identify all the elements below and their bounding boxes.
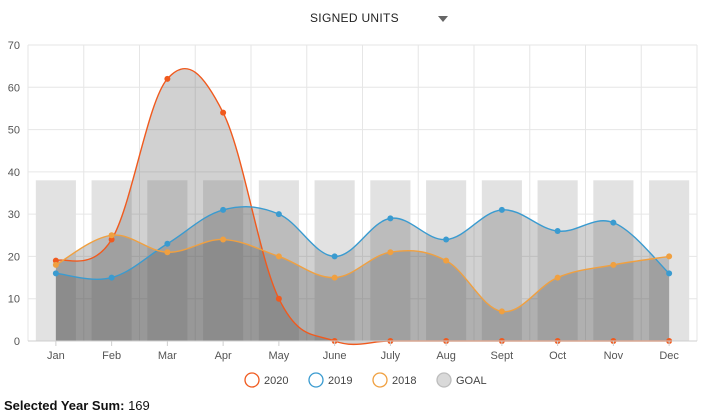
data-point-2020 (108, 236, 115, 243)
chevron-down-icon (438, 16, 448, 22)
legend-swatch (308, 372, 324, 388)
data-point-2019 (220, 206, 227, 213)
y-tick-label: 30 (8, 209, 20, 221)
x-tick-label: Dec (659, 350, 679, 362)
data-point-2019 (498, 206, 505, 213)
goal-bar (370, 180, 411, 341)
legend-label: GOAL (456, 375, 487, 387)
x-tick-label: Nov (604, 350, 624, 362)
data-point-2018 (52, 261, 59, 268)
goal-bar (314, 180, 355, 341)
x-tick-label: Feb (102, 350, 121, 362)
legend-item-2018[interactable]: 2018 (372, 372, 416, 388)
x-tick-label: Mar (158, 350, 177, 362)
data-point-2018 (275, 253, 282, 260)
x-tick-label: Jan (47, 350, 65, 362)
y-tick-label: 20 (8, 251, 20, 263)
data-point-2019 (164, 240, 171, 247)
data-point-2019 (331, 253, 338, 260)
y-tick-label: 10 (8, 294, 20, 306)
goal-bar (537, 180, 578, 341)
data-point-2018 (164, 249, 171, 256)
x-tick-label: July (381, 350, 401, 362)
y-tick-label: 0 (14, 336, 20, 348)
metric-dropdown[interactable]: SIGNED UNITS (300, 6, 460, 30)
data-point-2019 (275, 211, 282, 218)
data-point-2020 (52, 257, 59, 264)
legend-label: 2020 (264, 375, 288, 387)
x-tick-label: June (323, 350, 347, 362)
x-tick-label: Aug (436, 350, 456, 362)
legend-label: 2018 (392, 375, 416, 387)
selected-year-sum: Selected Year Sum: 169 (4, 398, 150, 413)
selected-year-sum-value: 169 (128, 398, 150, 413)
legend-item-2020[interactable]: 2020 (244, 372, 288, 388)
legend: 2020 2019 2018 GOAL (244, 372, 487, 388)
series-area-2019 (55, 206, 670, 341)
legend-item-2019[interactable]: 2019 (308, 372, 352, 388)
goal-bar (147, 180, 188, 341)
x-tick-label: Apr (215, 350, 232, 362)
axes: 0 10 20 30 40 50 60 70 Jan Feb Mar Apr May June July Au… (8, 40, 697, 362)
data-point-2020 (164, 75, 171, 82)
data-point-2020 (220, 109, 227, 116)
series-area-2020 (55, 68, 670, 345)
y-tick-label: 50 (8, 125, 20, 137)
x-tick-label: May (268, 350, 289, 362)
legend-label: 2019 (328, 375, 352, 387)
data-point-2019 (666, 270, 673, 277)
goal-bar (593, 180, 634, 341)
legend-item-goal[interactable]: GOAL (436, 372, 487, 388)
data-point-2019 (108, 274, 115, 281)
data-point-2019 (52, 270, 59, 277)
data-point-2019 (610, 219, 617, 226)
data-point-2018 (220, 236, 227, 243)
data-point-2018 (443, 257, 450, 264)
x-tick-label: Oct (549, 350, 566, 362)
data-point-2020 (275, 295, 282, 302)
series-area-2018 (55, 235, 670, 341)
y-tick-label: 70 (8, 40, 20, 52)
data-point-2019 (554, 228, 561, 235)
data-point-2018 (666, 253, 673, 260)
data-point-2018 (108, 232, 115, 239)
y-tick-label: 60 (8, 82, 20, 94)
data-point-2018 (554, 274, 561, 281)
data-point-2018 (387, 249, 394, 256)
legend-swatch (244, 372, 260, 388)
grid-layer (27, 44, 698, 342)
legend-swatch (436, 372, 452, 388)
goal-bar (649, 180, 690, 341)
x-tick-label: Sept (491, 350, 514, 362)
data-point-2018 (331, 274, 338, 281)
data-point-2018 (498, 308, 505, 315)
data-point-2019 (443, 236, 450, 243)
legend-swatch (372, 372, 388, 388)
selected-year-sum-label: Selected Year Sum: (4, 398, 125, 413)
series-areas (55, 68, 670, 345)
data-point-2018 (610, 261, 617, 268)
data-point-2019 (387, 215, 394, 222)
series-points (52, 75, 673, 344)
y-tick-label: 40 (8, 167, 20, 179)
metric-dropdown-label: SIGNED UNITS (310, 11, 399, 25)
